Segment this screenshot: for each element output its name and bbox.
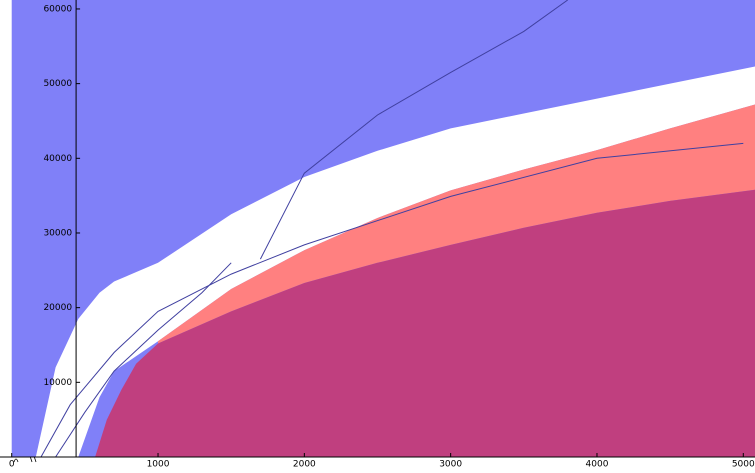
area-band — [95, 189, 755, 457]
x-tick-label: 0 — [9, 460, 15, 470]
x-tick-label: 4000 — [586, 460, 609, 470]
x-tick-label: 3000 — [439, 460, 462, 470]
y-tick-label: 50000 — [43, 79, 72, 89]
line — [55, 262, 232, 458]
area-band — [35, 66, 755, 457]
y-tick-label: 60000 — [43, 4, 72, 14]
line — [259, 0, 568, 260]
x-tick-label: 2000 — [293, 460, 316, 470]
line — [40, 142, 744, 458]
y-tick-label: 30000 — [43, 228, 72, 238]
x-tick-label: 1000 — [147, 460, 170, 470]
y-tick-label: 10000 — [43, 378, 72, 388]
y-tick-label: 40000 — [43, 154, 72, 164]
x-tick-label: 5000 — [732, 460, 755, 470]
area-band — [158, 104, 755, 344]
y-tick-label: 20000 — [43, 303, 72, 313]
